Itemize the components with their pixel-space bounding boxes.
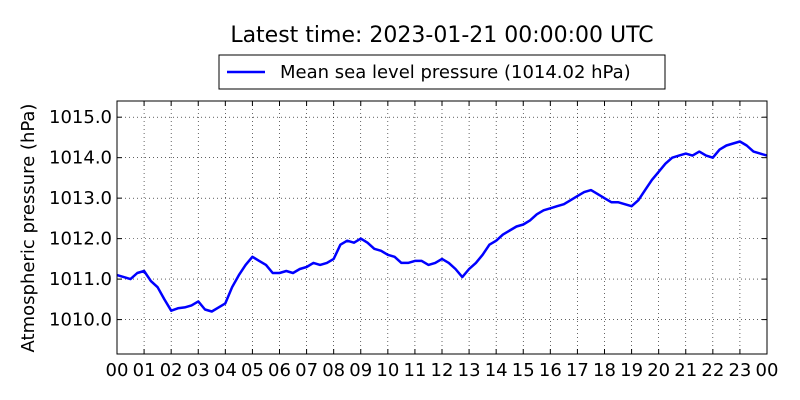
x-axis: 00 01 02 03 04 05 06 07 08 09 10 11 12 13 14 15 16 17 18 19… bbox=[106, 101, 779, 381]
series-group bbox=[116, 140, 768, 313]
x-tick-label: 10 bbox=[376, 360, 399, 381]
x-tick-label: 15 bbox=[512, 360, 535, 381]
y-tick-label: 1013.0 bbox=[49, 188, 112, 209]
pressure-line bbox=[116, 140, 768, 313]
x-tick-label: 04 bbox=[214, 360, 237, 381]
x-tick-label: 02 bbox=[160, 360, 183, 381]
legend-entry-label: Mean sea level pressure (1014.02 hPa) bbox=[280, 62, 631, 83]
x-tick-label: 23 bbox=[728, 360, 751, 381]
x-tick-label: 01 bbox=[133, 360, 156, 381]
x-tick-label: 18 bbox=[593, 360, 616, 381]
x-tick-label: 21 bbox=[674, 360, 697, 381]
x-tick-label: 17 bbox=[566, 360, 589, 381]
x-tick-label: 13 bbox=[458, 360, 481, 381]
y-axis: 1010.0 1011.0 1012.0 1013.0 1014.0 1015.0 bbox=[49, 107, 767, 331]
x-tick-label: 19 bbox=[620, 360, 643, 381]
x-tick-label: 11 bbox=[403, 360, 426, 381]
x-tick-label: 06 bbox=[268, 360, 291, 381]
y-tick-label: 1011.0 bbox=[49, 269, 112, 290]
chart-title: Latest time: 2023-01-21 00:00:00 UTC bbox=[230, 23, 653, 48]
x-tick-label: 00 bbox=[756, 360, 779, 381]
x-tick-label: 20 bbox=[647, 360, 670, 381]
y-tick-label: 1010.0 bbox=[49, 310, 112, 331]
y-tick-label: 1012.0 bbox=[49, 229, 112, 250]
y-tick-label: 1014.0 bbox=[49, 148, 112, 169]
x-tick-label: 08 bbox=[322, 360, 345, 381]
x-tick-label: 03 bbox=[187, 360, 210, 381]
legend: Mean sea level pressure (1014.02 hPa) bbox=[218, 54, 666, 90]
grid-lines bbox=[117, 101, 767, 354]
x-tick-label: 14 bbox=[485, 360, 508, 381]
plot-area-frame bbox=[116, 100, 768, 355]
x-tick-label: 09 bbox=[349, 360, 372, 381]
x-tick-label: 05 bbox=[241, 360, 264, 381]
y-axis-label: Atmospheric pressure (hPa) bbox=[18, 104, 39, 353]
x-tick-label: 07 bbox=[295, 360, 318, 381]
legend-box bbox=[218, 54, 666, 90]
x-tick-label: 00 bbox=[106, 360, 129, 381]
x-tick-label: 16 bbox=[539, 360, 562, 381]
y-tick-label: 1015.0 bbox=[49, 107, 112, 128]
x-tick-label: 12 bbox=[431, 360, 454, 381]
x-tick-label: 22 bbox=[701, 360, 724, 381]
